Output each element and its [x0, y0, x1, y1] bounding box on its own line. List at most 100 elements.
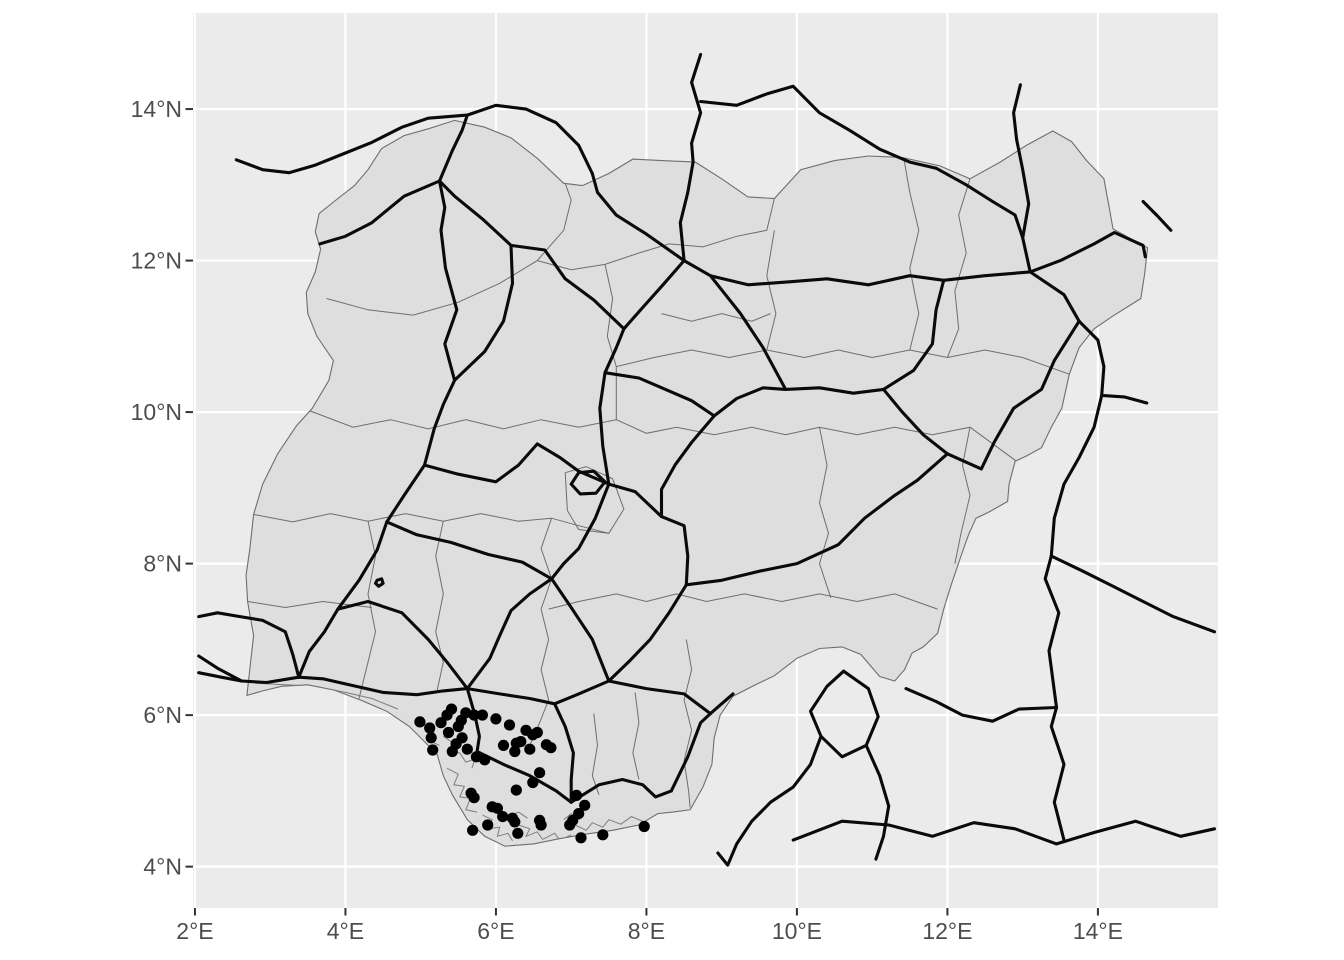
state-border-line — [616, 419, 1017, 462]
data-point — [579, 799, 591, 811]
state-border-line — [537, 198, 775, 271]
road-line — [437, 179, 626, 331]
data-point — [425, 732, 437, 744]
road-line — [422, 442, 611, 486]
road-line — [708, 274, 788, 391]
road-line — [603, 371, 716, 418]
data-point — [570, 789, 583, 802]
y-tick-label: 6°N — [143, 702, 182, 728]
state-border-line — [632, 692, 640, 780]
road-line — [979, 270, 1081, 471]
road-line — [682, 259, 1032, 287]
y-tick-label: 4°N — [143, 854, 182, 880]
data-point — [503, 719, 516, 731]
road-line — [453, 243, 515, 382]
data-point — [531, 726, 543, 739]
road-line — [659, 414, 716, 519]
road-line — [881, 278, 946, 391]
road-line — [373, 577, 385, 588]
x-tick-label: 10°E — [772, 918, 822, 944]
road-line — [336, 599, 469, 691]
data-point-layer — [414, 703, 650, 844]
data-point — [638, 820, 650, 833]
data-point — [512, 827, 524, 839]
road-line-outside — [1100, 393, 1149, 405]
state-border-layer — [247, 158, 1070, 808]
road-line — [934, 166, 1025, 240]
y-tick-label: 10°N — [131, 399, 182, 425]
data-point — [479, 754, 491, 766]
road-line-outside — [699, 84, 938, 170]
data-point — [441, 709, 453, 721]
data-point — [527, 776, 539, 789]
data-point — [482, 819, 494, 831]
data-point — [490, 713, 502, 725]
state-border-line — [954, 427, 971, 564]
data-point — [491, 802, 503, 814]
road-line — [197, 654, 244, 683]
data-point — [509, 745, 521, 758]
state-border-line — [903, 158, 920, 351]
data-point — [442, 726, 455, 739]
road-line — [669, 712, 712, 793]
state-border-line — [616, 349, 1070, 375]
data-point — [427, 744, 439, 756]
road-line-outside — [690, 52, 703, 164]
data-point — [456, 732, 468, 744]
road-line-outside — [1049, 554, 1217, 634]
road-line — [607, 482, 690, 683]
road-line — [569, 469, 607, 496]
road-line — [385, 520, 554, 581]
data-point — [575, 832, 587, 844]
road-line-outside — [1141, 199, 1173, 232]
road-line — [1015, 137, 1032, 274]
data-point — [535, 819, 547, 831]
road-line-outside — [1049, 319, 1106, 558]
data-point — [497, 811, 509, 823]
road-line — [197, 611, 301, 679]
data-point — [534, 767, 546, 779]
data-point — [467, 824, 479, 836]
road-line — [881, 387, 983, 471]
road-line-outside — [791, 819, 1217, 846]
data-point — [573, 808, 585, 820]
road-line-outside — [234, 103, 594, 176]
country-layer — [245, 119, 1149, 847]
data-point — [461, 743, 473, 755]
data-point — [414, 716, 426, 728]
road-line-outside — [864, 743, 891, 861]
y-tick-label: 8°N — [143, 551, 182, 577]
state-border-line — [326, 183, 572, 316]
state-border-line — [661, 313, 771, 322]
data-point — [509, 816, 521, 828]
data-point — [564, 819, 576, 831]
creek-line — [446, 767, 478, 813]
state-border-line — [529, 518, 553, 746]
data-point — [497, 739, 510, 752]
road-line — [569, 777, 673, 804]
data-point — [515, 736, 527, 748]
creek-line — [482, 814, 513, 842]
road-line — [297, 179, 459, 679]
road-line — [197, 671, 611, 706]
country-shape — [245, 119, 1149, 847]
x-tick-label: 6°E — [477, 918, 514, 944]
data-point — [424, 722, 436, 734]
x-tick-label: 8°E — [628, 918, 665, 944]
state-border-line — [818, 427, 832, 598]
data-point — [468, 709, 480, 721]
x-tick-label: 2°E — [176, 918, 213, 944]
road-line-outside — [904, 687, 1059, 723]
state-border-line — [247, 600, 372, 609]
data-point — [435, 717, 447, 729]
axis-label-layer: 2°E 4°E 6°E 8°E 10°E 12°E 14°E 4°N 6°N 8°N 10°N 12°… — [131, 96, 1123, 944]
road-line — [684, 452, 949, 587]
road-line — [318, 179, 442, 246]
state-border-line — [435, 521, 444, 691]
data-point — [468, 792, 480, 804]
state-border-line — [766, 230, 777, 351]
data-point — [510, 784, 522, 796]
data-point — [545, 742, 557, 754]
